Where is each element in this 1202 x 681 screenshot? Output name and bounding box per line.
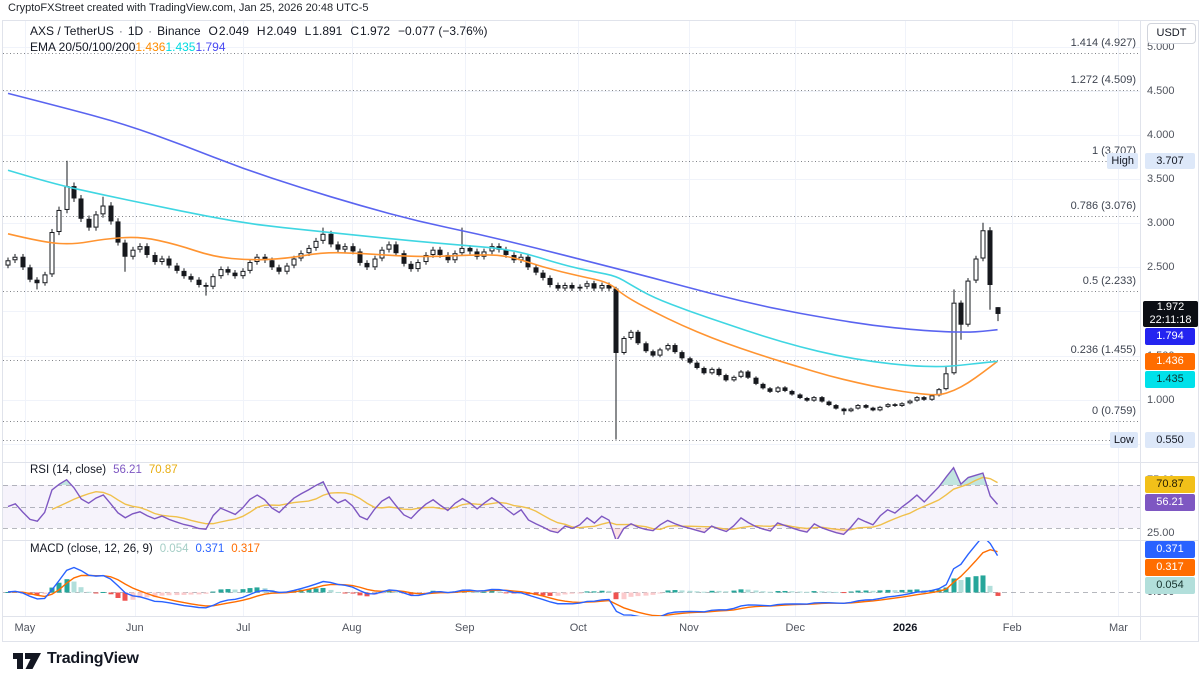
interval-label[interactable]: 1D bbox=[127, 24, 144, 38]
legend-separator: · bbox=[118, 24, 123, 38]
ema-value: 1.436 bbox=[135, 40, 166, 54]
tradingview-brand[interactable]: TradingView bbox=[47, 650, 139, 667]
time-axis-month: Jun bbox=[125, 622, 144, 634]
last-price-tag: 1.972 22:11:18 bbox=[1143, 300, 1198, 327]
symbol-title[interactable]: AXS / TetherUS bbox=[30, 24, 114, 38]
macd-values: 0.054 0.371 0.317 bbox=[153, 543, 260, 555]
ohlc-o: O2.049 bbox=[208, 24, 249, 38]
time-axis-month: May bbox=[14, 622, 36, 634]
time-axis-month: 2026 bbox=[892, 622, 918, 634]
time-axis-month: Jul bbox=[236, 622, 251, 634]
ema-200-tag: 1.794 bbox=[1145, 327, 1195, 345]
rsi-values: 56.21 70.87 bbox=[106, 464, 178, 476]
ema-value: 1.435 bbox=[165, 40, 196, 54]
price-tick: 4.500 bbox=[1147, 84, 1175, 97]
ema-legend: EMA 20/50/100/2001.4361.4351.794 bbox=[30, 40, 226, 54]
macd-signal-tag: 0.317 bbox=[1145, 558, 1195, 576]
time-axis-month: Mar bbox=[1109, 622, 1128, 634]
price-tick: 3.500 bbox=[1147, 173, 1175, 186]
high-marker-value: 3.707 bbox=[1145, 152, 1195, 169]
rsi-value: 56.21 bbox=[113, 464, 142, 476]
rsi-value: 70.87 bbox=[148, 464, 178, 476]
time-axis-month: Oct bbox=[569, 622, 587, 634]
currency-button[interactable]: USDT bbox=[1147, 23, 1196, 44]
macd-line-tag: 0.371 bbox=[1145, 541, 1195, 558]
macd-value: 0.371 bbox=[195, 543, 225, 555]
ohlc-values: O2.049 H2.049 L1.891 C1.972 bbox=[201, 24, 391, 38]
rsi-tag: 56.21 bbox=[1145, 493, 1195, 511]
fib-level-label: 0.5 (2.233) bbox=[1082, 274, 1136, 287]
price-tick: 3.000 bbox=[1147, 217, 1175, 230]
time-axis-month: Nov bbox=[679, 622, 699, 634]
rsi-tick: 25.00 bbox=[1147, 527, 1175, 540]
time-axis-month: Feb bbox=[1002, 622, 1022, 634]
change-value: −0.077 (−3.76%) bbox=[398, 24, 488, 38]
fib-level-label: 1.414 (4.927) bbox=[1070, 37, 1136, 50]
attribution: CryptoFXStreet created with TradingView.… bbox=[8, 2, 369, 14]
rsi-ma-tag: 70.87 bbox=[1145, 475, 1195, 493]
ema-50-tag: 1.435 bbox=[1145, 370, 1195, 388]
symbol-legend: AXS / TetherUS · 1D · Binance O2.049 H2.049 L1.… bbox=[30, 24, 487, 38]
macd-value: 0.317 bbox=[231, 543, 261, 555]
price-tick: 2.500 bbox=[1147, 261, 1175, 274]
ema-legend-label[interactable]: EMA 20/50/100/200 bbox=[30, 40, 136, 54]
bar-countdown: 22:11:18 bbox=[1149, 313, 1192, 326]
time-axis-month: Dec bbox=[785, 622, 806, 634]
price-tick: 1.000 bbox=[1147, 393, 1175, 406]
price-chart-pane[interactable] bbox=[3, 21, 1198, 640]
ema-20-tag: 1.436 bbox=[1145, 352, 1195, 370]
fib-level-label: 0 (0.759) bbox=[1091, 405, 1136, 418]
price-tick: 4.000 bbox=[1147, 128, 1175, 141]
macd-legend: MACD (close, 12, 26, 9) 0.054 0.371 0.317 bbox=[30, 543, 260, 555]
macd-value: 0.054 bbox=[159, 543, 189, 555]
time-axis-month: Sep bbox=[454, 622, 475, 634]
ema-values: 1.4361.4351.794 bbox=[135, 40, 225, 54]
low-marker-value: 0.550 bbox=[1145, 431, 1195, 448]
macd-legend-label[interactable]: MACD (close, 12, 26, 9) bbox=[30, 543, 153, 555]
macd-hist-tag: 0.054 bbox=[1145, 576, 1195, 594]
low-marker-label: Low bbox=[1109, 431, 1138, 448]
ema-value: 1.794 bbox=[195, 40, 226, 54]
fib-level-label: 1.272 (4.509) bbox=[1070, 73, 1136, 86]
tradingview-logo-icon[interactable] bbox=[12, 649, 42, 673]
fib-level-label: 0.236 (1.455) bbox=[1070, 343, 1136, 356]
high-marker-label: High bbox=[1107, 152, 1138, 169]
ohlc-h: H2.049 bbox=[256, 24, 297, 38]
rsi-legend: RSI (14, close) 56.21 70.87 bbox=[30, 464, 178, 476]
ohlc-l: L1.891 bbox=[304, 24, 343, 38]
fib-level-label: 0.786 (3.076) bbox=[1070, 200, 1136, 213]
time-axis-month: Aug bbox=[341, 622, 362, 634]
legend-separator: · bbox=[148, 24, 153, 38]
exchange-label[interactable]: Binance bbox=[157, 24, 201, 38]
ohlc-c: C1.972 bbox=[350, 24, 391, 38]
rsi-legend-label[interactable]: RSI (14, close) bbox=[30, 464, 107, 476]
